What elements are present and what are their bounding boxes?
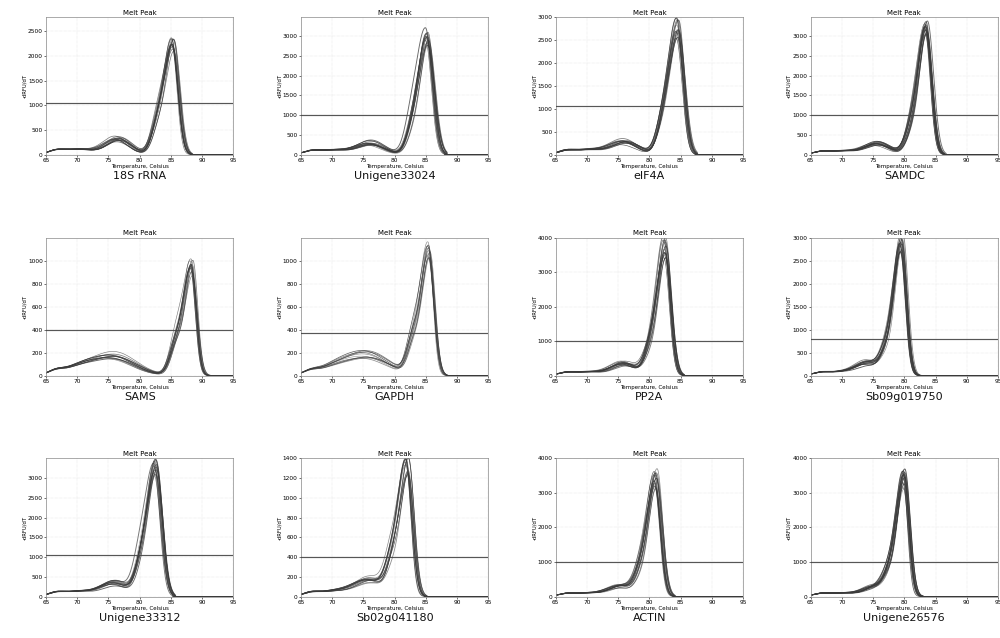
X-axis label: Temperature, Celsius: Temperature, Celsius xyxy=(111,385,169,390)
X-axis label: Temperature, Celsius: Temperature, Celsius xyxy=(366,164,424,169)
Title: Melt Peak: Melt Peak xyxy=(123,451,157,457)
Y-axis label: -dRFU/dT: -dRFU/dT xyxy=(277,516,282,540)
Title: Melt Peak: Melt Peak xyxy=(633,451,666,457)
Text: Sb09g019750: Sb09g019750 xyxy=(865,392,943,402)
Text: Unigene33312: Unigene33312 xyxy=(99,613,180,623)
Title: Melt Peak: Melt Peak xyxy=(887,451,921,457)
X-axis label: Temperature, Celsius: Temperature, Celsius xyxy=(111,164,169,169)
Text: SAMDC: SAMDC xyxy=(884,171,925,181)
X-axis label: Temperature, Celsius: Temperature, Celsius xyxy=(875,606,933,611)
Text: ACTIN: ACTIN xyxy=(633,613,666,623)
Y-axis label: -dRFU/dT: -dRFU/dT xyxy=(532,516,537,540)
Title: Melt Peak: Melt Peak xyxy=(887,230,921,237)
Y-axis label: -dRFU/dT: -dRFU/dT xyxy=(532,73,537,98)
Title: Melt Peak: Melt Peak xyxy=(378,230,411,237)
Text: eIF4A: eIF4A xyxy=(634,171,665,181)
X-axis label: Temperature, Celsius: Temperature, Celsius xyxy=(366,385,424,390)
Title: Melt Peak: Melt Peak xyxy=(123,10,157,15)
Text: Sb02g041180: Sb02g041180 xyxy=(356,613,433,623)
Text: SAMS: SAMS xyxy=(124,392,156,402)
Text: Unigene26576: Unigene26576 xyxy=(863,613,945,623)
Title: Melt Peak: Melt Peak xyxy=(887,10,921,15)
Y-axis label: -dRFU/dT: -dRFU/dT xyxy=(787,516,792,540)
Y-axis label: -dRFU/dT: -dRFU/dT xyxy=(532,295,537,318)
Y-axis label: -dRFU/dT: -dRFU/dT xyxy=(22,73,27,98)
Y-axis label: -dRFU/dT: -dRFU/dT xyxy=(277,295,282,318)
X-axis label: Temperature, Celsius: Temperature, Celsius xyxy=(875,164,933,169)
Text: PP2A: PP2A xyxy=(635,392,664,402)
Title: Melt Peak: Melt Peak xyxy=(378,451,411,457)
Y-axis label: -dRFU/dT: -dRFU/dT xyxy=(22,295,27,318)
X-axis label: Temperature, Celsius: Temperature, Celsius xyxy=(620,385,678,390)
Y-axis label: -dRFU/dT: -dRFU/dT xyxy=(787,295,792,318)
X-axis label: Temperature, Celsius: Temperature, Celsius xyxy=(620,606,678,611)
Text: GAPDH: GAPDH xyxy=(375,392,415,402)
Text: Unigene33024: Unigene33024 xyxy=(354,171,435,181)
Y-axis label: -dRFU/dT: -dRFU/dT xyxy=(277,73,282,98)
Title: Melt Peak: Melt Peak xyxy=(123,230,157,237)
Title: Melt Peak: Melt Peak xyxy=(378,10,411,15)
X-axis label: Temperature, Celsius: Temperature, Celsius xyxy=(111,606,169,611)
Title: Melt Peak: Melt Peak xyxy=(633,230,666,237)
X-axis label: Temperature, Celsius: Temperature, Celsius xyxy=(366,606,424,611)
Text: 18S rRNA: 18S rRNA xyxy=(113,171,166,181)
Y-axis label: -dRFU/dT: -dRFU/dT xyxy=(22,516,27,540)
X-axis label: Temperature, Celsius: Temperature, Celsius xyxy=(875,385,933,390)
Title: Melt Peak: Melt Peak xyxy=(633,10,666,15)
Y-axis label: -dRFU/dT: -dRFU/dT xyxy=(787,73,792,98)
X-axis label: Temperature, Celsius: Temperature, Celsius xyxy=(620,164,678,169)
